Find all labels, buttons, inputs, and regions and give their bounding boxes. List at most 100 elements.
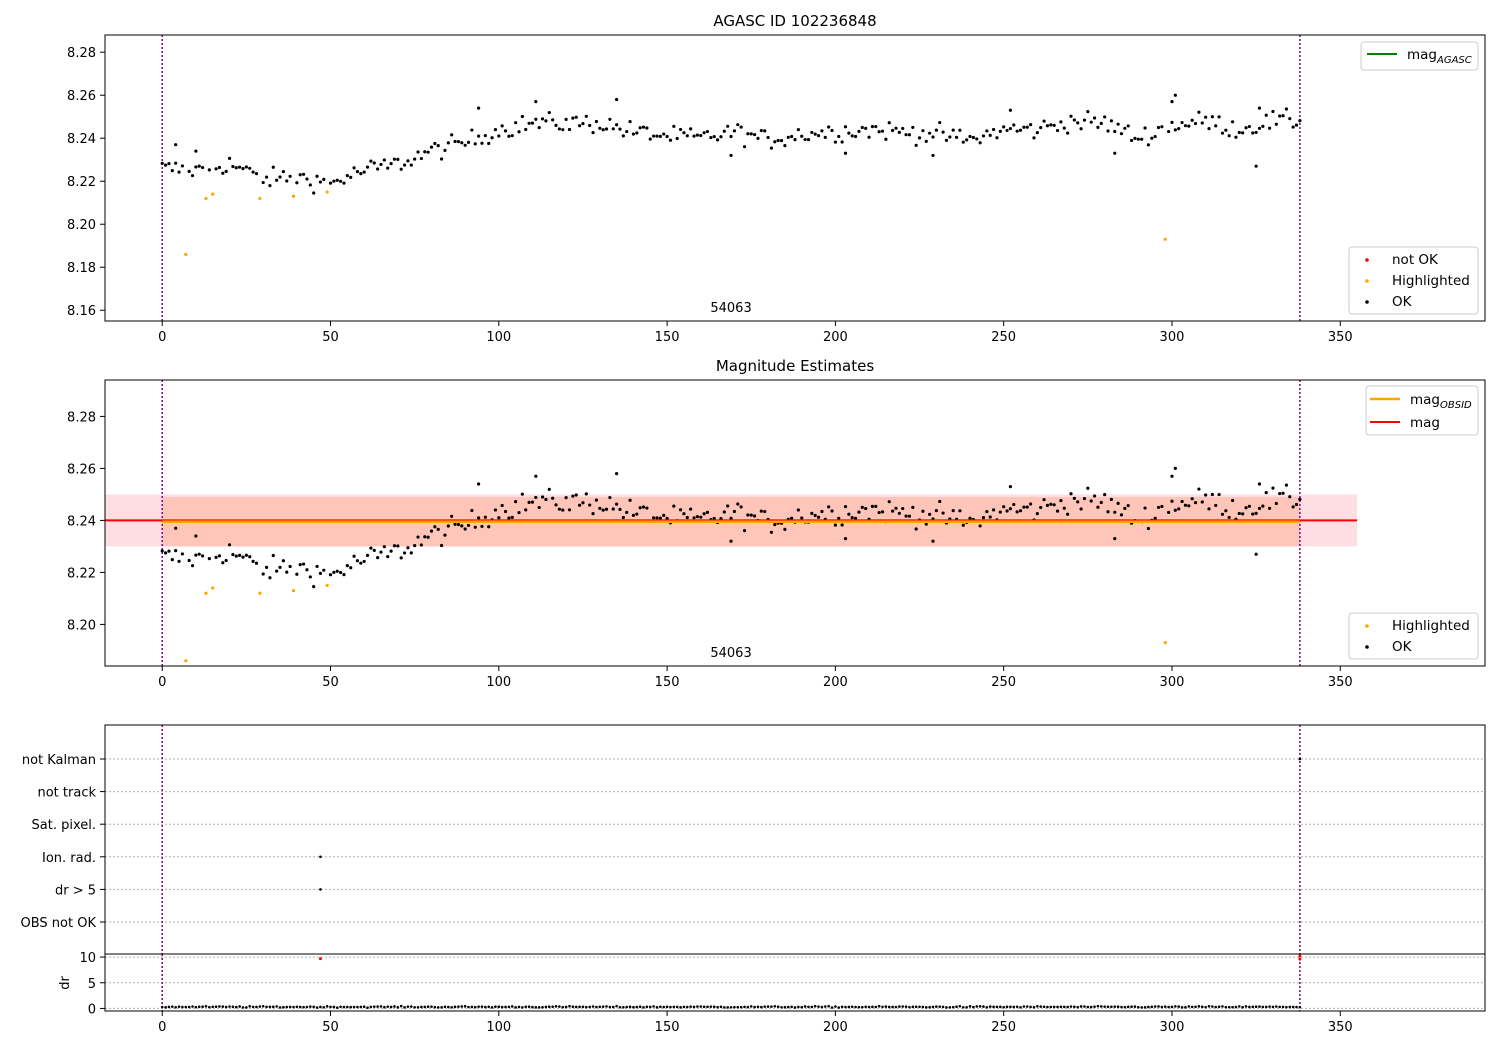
- dr-point: [521, 1006, 524, 1009]
- ok-point: [931, 153, 935, 158]
- dr-points: [160, 954, 1302, 1009]
- ok-point: [436, 527, 440, 531]
- dr-point: [783, 1005, 787, 1009]
- dr-point: [568, 1004, 571, 1008]
- dr-point: [904, 1005, 908, 1008]
- dr-point: [403, 1006, 406, 1009]
- dr-point: [1221, 1005, 1224, 1008]
- ok-point: [591, 131, 595, 135]
- ok-point: [682, 131, 686, 135]
- ok-point: [621, 515, 625, 520]
- ok-point: [742, 145, 747, 149]
- ok-point: [530, 500, 535, 504]
- ok-point: [409, 163, 413, 167]
- ok-point: [907, 514, 912, 518]
- dr-point: [480, 1005, 484, 1008]
- panel-2-mean-lines: [105, 519, 1358, 523]
- ok-point: [534, 474, 538, 478]
- ok-point: [396, 157, 400, 161]
- ok-point: [615, 472, 619, 476]
- ok-point: [729, 516, 733, 520]
- ok-point: [167, 549, 171, 553]
- highlighted-point: [258, 196, 262, 201]
- ok-point: [1244, 506, 1248, 510]
- ok-point: [554, 503, 558, 507]
- ok-point: [423, 150, 427, 154]
- dr-point: [372, 1005, 376, 1008]
- ok-point: [1230, 120, 1235, 124]
- dr-point: [1177, 1005, 1181, 1008]
- y-tick-label: 8.26: [67, 462, 96, 477]
- dr-point: [191, 1005, 194, 1008]
- dr-point: [894, 1005, 898, 1009]
- ok-point: [1092, 494, 1097, 498]
- dr-point: [231, 1005, 235, 1009]
- dr-outlier-point: [1298, 954, 1302, 958]
- ok-point: [880, 510, 885, 514]
- ok-point: [608, 117, 612, 121]
- dr-point: [975, 1005, 979, 1008]
- ok-point: [615, 123, 619, 127]
- ok-point: [1002, 125, 1006, 129]
- highlighted-point: [1163, 641, 1167, 645]
- ok-point: [988, 515, 992, 519]
- legend-marker-highlighted: [1365, 279, 1369, 283]
- ok-point: [554, 123, 558, 127]
- dr-point: [386, 1005, 390, 1008]
- ok-point: [786, 135, 790, 139]
- dr-point: [696, 1005, 699, 1008]
- ok-point: [810, 130, 814, 135]
- ok-point: [652, 516, 656, 520]
- x-tick-label: 50: [322, 330, 339, 345]
- ok-point: [756, 136, 760, 140]
- ok-point: [217, 165, 222, 170]
- ok-point: [308, 183, 312, 187]
- dr-point: [234, 1005, 238, 1009]
- ok-point: [1278, 114, 1282, 118]
- dr-point: [773, 1004, 777, 1008]
- dr-point: [675, 1005, 679, 1009]
- dr-point: [1207, 1004, 1211, 1008]
- dr-point: [1133, 1005, 1137, 1008]
- ok-point: [591, 512, 595, 516]
- ok-point: [1015, 510, 1019, 514]
- ok-point: [520, 114, 524, 119]
- ok-point: [1022, 505, 1026, 509]
- ok-point: [934, 128, 938, 132]
- dr-point: [763, 1005, 767, 1008]
- highlighted-point: [211, 586, 215, 590]
- ok-point: [177, 559, 181, 563]
- ok-point: [1204, 115, 1208, 119]
- ok-point: [241, 167, 245, 171]
- ok-point: [857, 510, 861, 514]
- highlighted-point: [184, 252, 188, 256]
- dr-point: [611, 1005, 615, 1009]
- dr-point: [423, 1005, 427, 1009]
- ok-point: [1113, 151, 1117, 155]
- ok-point: [547, 110, 551, 115]
- dr-point: [268, 1005, 272, 1009]
- legend-label-mag: mag: [1410, 415, 1440, 431]
- dr-point: [827, 1004, 830, 1008]
- dr-point: [447, 1005, 450, 1009]
- dr-point: [504, 1005, 507, 1009]
- ok-point: [675, 136, 679, 141]
- dr-point: [999, 1005, 1002, 1009]
- ok-point: [1227, 134, 1231, 138]
- ok-point: [537, 505, 541, 510]
- ok-point: [1267, 506, 1272, 510]
- ok-point: [631, 513, 636, 517]
- ok-point: [396, 544, 400, 548]
- dr-point: [1190, 1005, 1194, 1009]
- dr-point: [201, 1005, 204, 1009]
- ok-point: [810, 511, 814, 515]
- ok-point: [1207, 127, 1211, 131]
- ok-point: [1012, 123, 1016, 127]
- ok-point: [1177, 127, 1181, 131]
- ok-point: [1143, 126, 1147, 130]
- ok-point: [978, 141, 982, 145]
- flag-point: [319, 855, 322, 859]
- ok-point: [641, 505, 646, 509]
- ok-point: [1008, 108, 1013, 112]
- ok-point: [298, 173, 302, 177]
